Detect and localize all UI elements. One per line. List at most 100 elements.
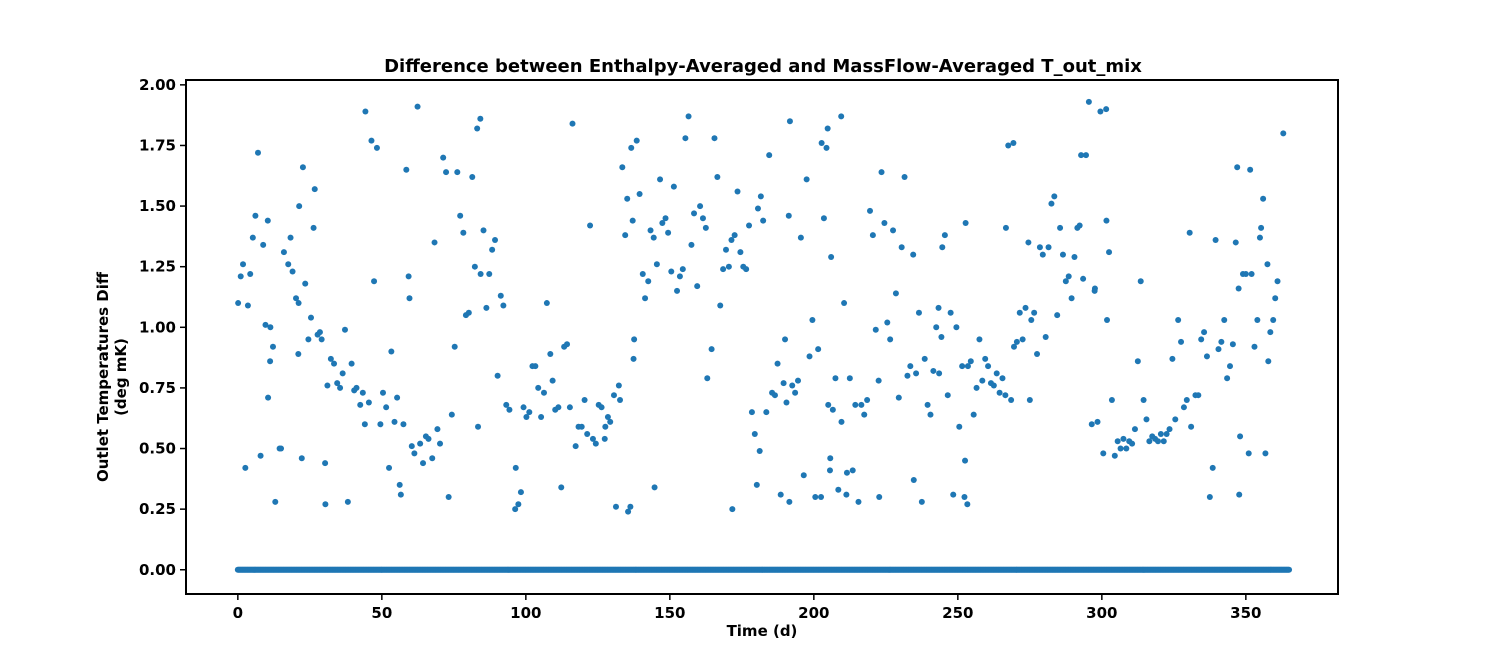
data-point — [789, 382, 796, 389]
data-point — [627, 503, 634, 510]
data-point — [265, 394, 272, 401]
data-point — [668, 268, 675, 275]
data-point — [659, 220, 666, 227]
data-point — [723, 246, 729, 253]
data-point — [1235, 285, 1242, 292]
data-point — [386, 464, 393, 471]
y-tick-label: 1.00 — [139, 318, 176, 336]
data-point — [1088, 421, 1095, 428]
data-point — [642, 295, 649, 302]
data-point — [962, 220, 969, 227]
data-point — [1209, 464, 1216, 471]
data-point — [771, 392, 778, 399]
data-point — [631, 336, 638, 343]
data-point — [754, 205, 761, 212]
data-point — [601, 435, 608, 442]
data-point — [1163, 430, 1170, 437]
data-point — [898, 244, 905, 251]
data-point — [322, 501, 329, 508]
data-point — [825, 401, 832, 408]
data-point — [295, 350, 302, 357]
data-point — [629, 217, 636, 224]
data-point — [953, 324, 960, 331]
data-point — [1045, 244, 1052, 251]
data-point — [612, 503, 619, 510]
data-point — [289, 268, 296, 275]
data-point — [425, 435, 432, 442]
data-point — [699, 215, 706, 222]
data-point — [257, 452, 264, 459]
data-point — [1280, 130, 1287, 137]
data-point — [1059, 251, 1066, 258]
data-point — [820, 215, 827, 222]
data-point — [362, 108, 369, 115]
data-point — [1019, 336, 1026, 343]
data-point — [867, 207, 873, 214]
data-point — [838, 113, 845, 120]
data-point — [1206, 494, 1213, 501]
data-point — [406, 295, 413, 302]
data-point — [628, 144, 635, 151]
data-point — [477, 270, 484, 277]
data-point — [1183, 397, 1190, 404]
data-points — [235, 98, 1287, 515]
x-tick-label: 250 — [942, 604, 973, 622]
data-point — [1180, 404, 1187, 411]
data-point — [316, 329, 323, 336]
data-point — [708, 346, 715, 353]
data-point — [448, 411, 455, 418]
data-point — [469, 173, 476, 180]
data-point — [674, 287, 681, 294]
data-point — [1155, 438, 1161, 445]
data-point — [420, 460, 427, 467]
x-tick-label: 200 — [798, 604, 829, 622]
x-tick-label: 350 — [1230, 604, 1261, 622]
y-axis-label: Outlet Temperatures Diff — [94, 271, 112, 482]
data-point — [876, 494, 883, 501]
data-point — [1265, 358, 1272, 365]
data-point — [348, 360, 355, 367]
data-point — [938, 334, 945, 340]
data-point — [746, 222, 753, 229]
data-point — [890, 227, 897, 234]
data-point — [293, 295, 300, 302]
data-point — [766, 152, 773, 159]
data-point — [1025, 239, 1032, 246]
data-point — [429, 455, 436, 462]
y-tick-label: 1.25 — [139, 258, 176, 276]
data-point — [1272, 295, 1279, 302]
data-point — [1054, 312, 1061, 319]
data-point — [737, 249, 744, 256]
data-point — [861, 411, 868, 418]
data-point — [615, 382, 622, 389]
data-point — [397, 491, 404, 498]
data-point — [979, 377, 986, 384]
data-point — [1097, 108, 1104, 115]
data-point — [235, 300, 242, 307]
data-point — [855, 498, 862, 505]
data-point — [1103, 106, 1110, 113]
data-point — [645, 278, 652, 285]
data-point — [394, 394, 401, 401]
data-point — [474, 125, 481, 132]
data-point — [999, 375, 1006, 382]
data-point — [729, 506, 736, 513]
data-point — [827, 455, 834, 462]
data-point — [936, 370, 943, 377]
y-axis-ticks: 0.00 0.25 0.50 0.75 1.00 1.25 1.50 1.75 2.00 — [139, 76, 186, 579]
y-axis-label-unit: (deg mK) — [112, 338, 130, 416]
data-point — [1134, 358, 1141, 365]
data-point — [604, 414, 611, 421]
data-point — [434, 426, 441, 433]
data-point — [1016, 309, 1023, 316]
data-point — [359, 389, 366, 396]
data-point — [535, 384, 542, 391]
data-point — [780, 380, 787, 387]
data-point — [1026, 397, 1033, 404]
data-point — [662, 215, 669, 222]
data-point — [1178, 338, 1185, 345]
data-point — [445, 494, 452, 501]
data-point — [785, 212, 792, 219]
data-point — [1248, 270, 1255, 277]
data-point — [1237, 433, 1244, 440]
